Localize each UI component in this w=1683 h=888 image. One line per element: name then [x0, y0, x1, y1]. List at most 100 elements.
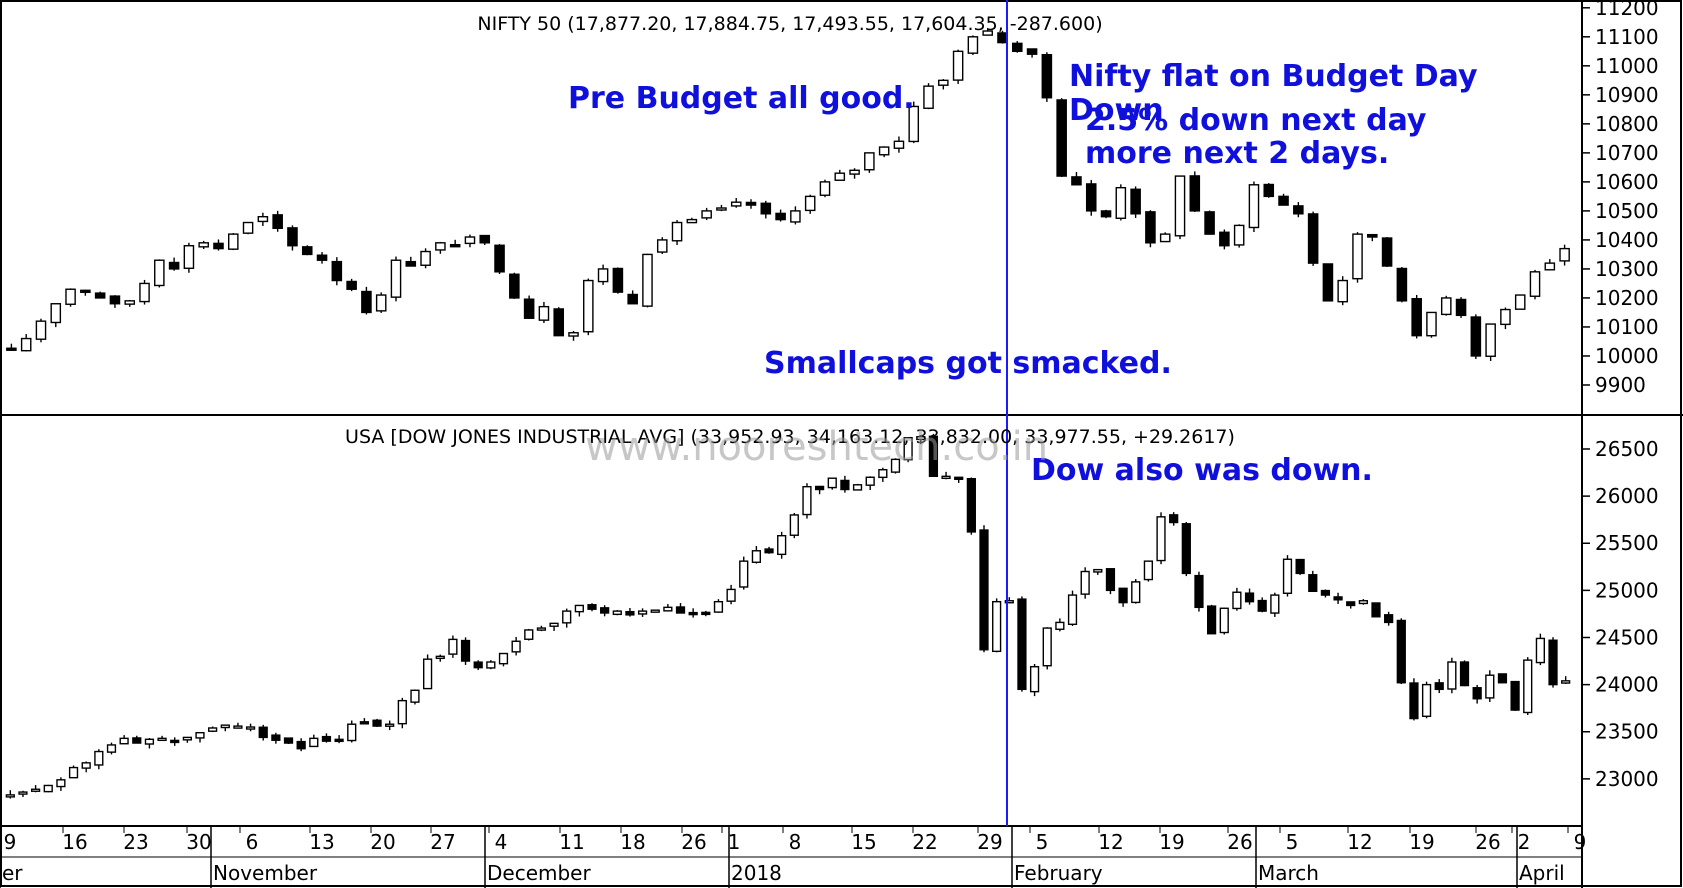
candle-up — [952, 50, 964, 81]
candle-up — [751, 550, 762, 563]
candle-down — [1011, 42, 1023, 53]
candle-up — [574, 604, 584, 613]
candle-down — [954, 476, 964, 481]
candle-down — [1206, 605, 1217, 635]
candle-up — [804, 195, 816, 212]
nifty-panel-title: NIFTY 50 (17,877.20, 17,884.75, 17,493.5… — [477, 13, 1102, 35]
annotation-pre-budget: Pre Budget all good. — [568, 81, 915, 116]
candle-up — [713, 600, 724, 613]
candle-up — [50, 303, 62, 324]
candle-up — [1559, 247, 1570, 262]
candle-down — [334, 738, 344, 743]
candle-up — [242, 221, 254, 234]
candle-down — [1411, 298, 1422, 337]
x-day-label: 9 — [4, 830, 17, 854]
x-month-label: March — [1258, 861, 1319, 885]
candle-up — [642, 253, 653, 307]
candle-down — [80, 289, 91, 294]
y-tick-label: 10200 — [1595, 286, 1659, 310]
candle-up — [30, 788, 41, 792]
candle-down — [1194, 574, 1204, 609]
annotation-smallcaps: Smallcaps got smacked. — [764, 346, 1172, 381]
y-tick-label: 10300 — [1595, 257, 1659, 281]
candle-down — [1056, 99, 1067, 177]
y-tick-label: 11000 — [1595, 54, 1659, 78]
candle-up — [1485, 674, 1495, 699]
candle-up — [992, 600, 1002, 653]
candle-down — [1041, 53, 1053, 99]
x-month-label: April — [1519, 861, 1565, 885]
candle-up — [420, 250, 431, 266]
candle-up — [245, 726, 256, 730]
candle-down — [321, 735, 332, 742]
candle-up — [1440, 297, 1452, 316]
candle-down — [928, 435, 939, 478]
candle-up — [878, 146, 890, 156]
candle-down — [449, 244, 461, 248]
candle-up — [435, 655, 445, 660]
y-tick-label: 10500 — [1595, 199, 1659, 223]
x-month-label: 2018 — [731, 861, 782, 885]
y-tick-label: 24000 — [1595, 673, 1659, 697]
y-tick-label: 26000 — [1595, 484, 1659, 508]
y-tick-label: 10000 — [1595, 344, 1659, 368]
candle-up — [1529, 271, 1541, 297]
date-axis: 9 16 23 30 6 13 20 27 4 11 18 26 1 8 15 22 29 5 12 19 26 5 12 1… — [0, 826, 1586, 888]
y-tick-label: 23000 — [1595, 767, 1659, 791]
candle-down — [523, 298, 535, 319]
candle-up — [903, 436, 913, 461]
candle-up — [18, 791, 28, 795]
candle-up — [1421, 683, 1432, 717]
candle-up — [65, 288, 76, 305]
candle-up — [1282, 558, 1293, 594]
x-day-label: 13 — [309, 830, 334, 854]
candle-up — [739, 560, 749, 588]
candle-up — [663, 606, 673, 612]
candle-up — [1159, 233, 1171, 243]
candle-down — [283, 737, 294, 744]
candle-down — [1459, 661, 1470, 687]
candle-down — [1204, 211, 1215, 235]
candle-up — [1426, 311, 1437, 337]
annotation-next-2-days: more next 2 days. — [1085, 136, 1389, 171]
y-tick-label: 10800 — [1595, 112, 1659, 136]
x-day-label: 5 — [1036, 830, 1049, 854]
candle-up — [195, 731, 205, 739]
candle-up — [198, 242, 209, 248]
candle-down — [1384, 614, 1394, 624]
candle-down — [1371, 602, 1381, 618]
x-day-label: 29 — [977, 830, 1002, 854]
candle-down — [1322, 263, 1334, 302]
candle-down — [688, 611, 698, 616]
candle-down — [331, 260, 343, 282]
candle-down — [966, 478, 976, 533]
x-month-label: er — [2, 861, 23, 885]
y-tick-label: 11200 — [1595, 0, 1659, 20]
candle-down — [745, 201, 757, 206]
candle-up — [1131, 581, 1141, 604]
candle-up — [435, 242, 446, 251]
candle-down — [1396, 619, 1406, 684]
candle-up — [182, 736, 192, 741]
candle-up — [701, 210, 712, 219]
candle-down — [1278, 195, 1289, 206]
candle-up — [309, 737, 319, 748]
candle-down — [1026, 48, 1038, 55]
x-day-label: 26 — [1227, 830, 1252, 854]
candle-down — [1455, 298, 1467, 317]
candle-up — [777, 535, 787, 556]
candle-up — [5, 794, 15, 798]
candle-down — [1510, 680, 1520, 711]
candle-up — [802, 485, 812, 516]
candle-down — [1295, 558, 1305, 575]
candle-down — [405, 260, 417, 267]
x-day-label: 22 — [912, 830, 937, 854]
candle-down — [1244, 592, 1255, 603]
candle-up — [686, 218, 698, 224]
annotation-down: Down — [1069, 93, 1164, 128]
candle-up — [827, 477, 837, 489]
candle-down — [1396, 267, 1408, 302]
candle-up — [154, 259, 165, 287]
candle-down — [479, 234, 491, 244]
